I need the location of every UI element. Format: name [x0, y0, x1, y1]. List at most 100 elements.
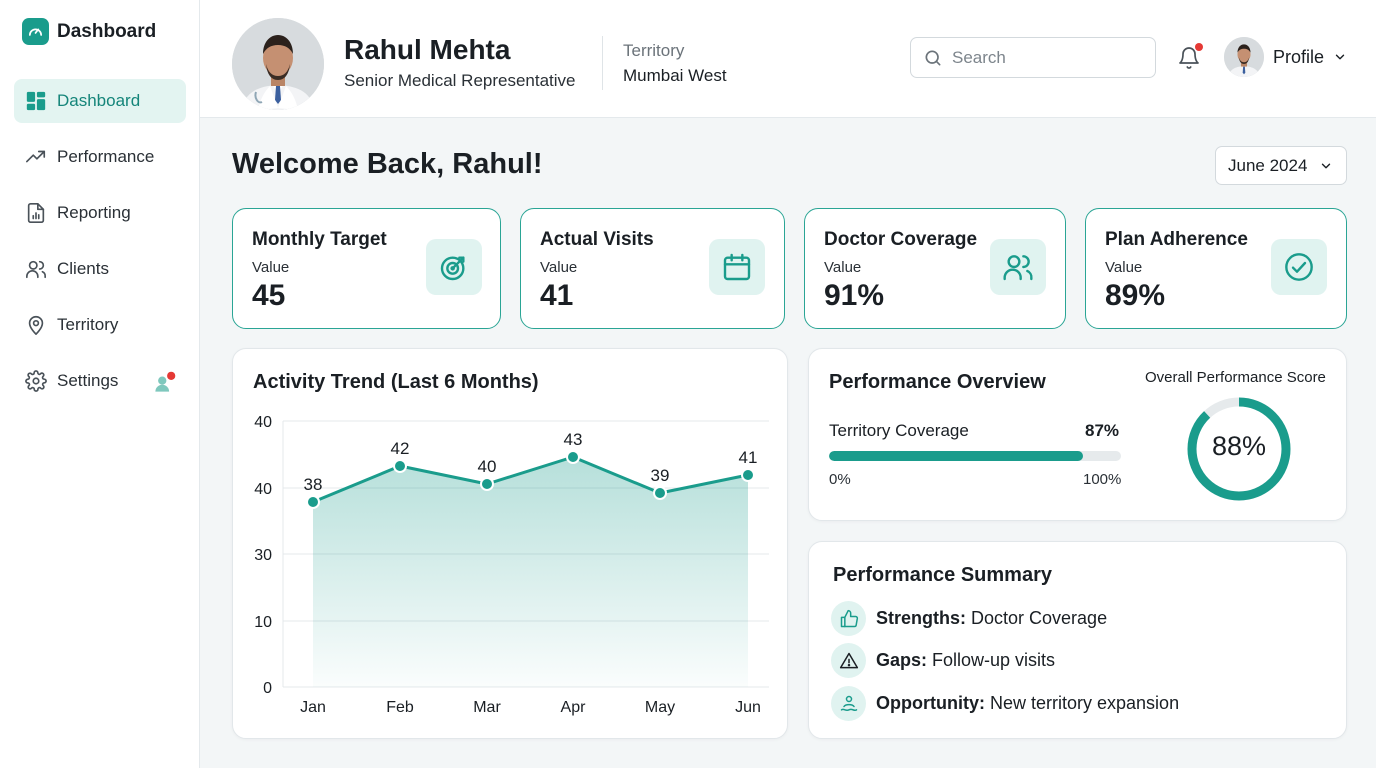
summary-text: Follow-up visits: [932, 650, 1056, 670]
score-gauge: [1187, 397, 1291, 501]
calendar-icon: [709, 239, 765, 295]
gear-icon: [25, 370, 47, 392]
territory-label: Territory: [623, 41, 685, 60]
avatar: [232, 18, 324, 110]
bar-min-label: 0%: [829, 471, 851, 488]
activity-trend-card: Activity Trend (Last 6 Months) 40 40 30 10 0…: [232, 348, 788, 739]
user-alert-icon: [155, 371, 176, 392]
x-tick-label: Apr: [561, 699, 587, 716]
person-wave-icon: [831, 686, 866, 721]
x-tick-label: Feb: [386, 699, 414, 716]
summary-label: Strengths:: [876, 608, 966, 628]
kpi-subtitle: Value: [1105, 259, 1143, 276]
sidebar-item-dashboard[interactable]: Dashboard: [14, 79, 186, 123]
user-role: Senior Medical Representative: [344, 71, 576, 90]
gauge-arc: [1187, 397, 1291, 501]
coverage-label: Territory Coverage: [829, 421, 969, 440]
x-tick-label: May: [645, 699, 675, 716]
summary-item-strengths: Strengths: Doctor Coverage: [831, 601, 1107, 636]
performance-overview-card: Performance Overview Territory Coverage …: [808, 348, 1347, 521]
kpi-subtitle: Value: [252, 259, 290, 276]
score-value: 88%: [1211, 431, 1267, 461]
x-tick-label: Jan: [300, 699, 326, 716]
report-icon: [27, 203, 45, 223]
y-tick-label: 10: [254, 614, 272, 631]
kpi-value: 91%: [824, 279, 885, 312]
coverage-value: 87%: [1085, 421, 1120, 440]
summary-label: Gaps:: [876, 650, 928, 670]
sidebar-item-settings[interactable]: Settings: [14, 359, 186, 403]
data-label: 43: [564, 430, 583, 449]
sidebar: Dashboard Dashboard Performance Reportin…: [0, 0, 200, 768]
card-title: Performance Summary: [833, 564, 1052, 586]
kpi-card-actual-visits[interactable]: Actual Visits Value 41: [520, 208, 785, 329]
period-select[interactable]: June 2024: [1215, 146, 1347, 185]
data-point: [566, 450, 580, 464]
y-tick-label: 0: [263, 680, 272, 697]
coverage-progress-fill: [829, 451, 1084, 461]
summary-item-opportunity: Opportunity: New territory expansion: [831, 686, 1179, 721]
kpi-card-doctor-coverage[interactable]: Doctor Coverage Value 91%: [804, 208, 1066, 329]
summary-text: Doctor Coverage: [971, 608, 1108, 628]
notification-dot: [1195, 43, 1203, 51]
data-point: [306, 495, 320, 509]
kpi-value: 45: [252, 279, 286, 312]
kpi-title: Doctor Coverage: [824, 229, 978, 250]
bell-icon: [1179, 47, 1199, 69]
y-tick-label: 30: [254, 547, 272, 564]
y-tick-label: 40: [254, 414, 272, 431]
profile-menu[interactable]: Profile: [1224, 37, 1347, 77]
data-point: [653, 486, 667, 500]
sidebar-item-label: Dashboard: [57, 91, 141, 110]
area-fill: [313, 457, 748, 687]
header: Rahul Mehta Senior Medical Representativ…: [200, 0, 1376, 118]
coverage-progress-bar: [829, 451, 1121, 461]
thumbs-up-icon: [831, 601, 866, 636]
data-label: 42: [391, 439, 410, 458]
sidebar-item-label: Reporting: [57, 203, 131, 222]
data-label: 41: [739, 448, 758, 467]
search-input[interactable]: [952, 47, 1142, 68]
sidebar-item-label: Territory: [57, 315, 119, 334]
kpi-subtitle: Value: [824, 259, 862, 276]
kpi-value: 89%: [1105, 279, 1166, 312]
sidebar-item-label: Clients: [57, 259, 109, 278]
check-circle-icon: [1271, 239, 1327, 295]
brand-title: Dashboard: [57, 20, 157, 42]
users-icon: [990, 239, 1046, 295]
summary-text: New territory expansion: [990, 693, 1180, 713]
kpi-title: Plan Adherence: [1105, 229, 1248, 250]
data-label: 38: [304, 475, 323, 494]
summary-label: Opportunity:: [876, 693, 985, 713]
user-name: Rahul Mehta: [344, 34, 511, 65]
notification-button[interactable]: [1177, 43, 1203, 71]
sidebar-item-reporting[interactable]: Reporting: [14, 191, 186, 235]
kpi-subtitle: Value: [540, 259, 578, 276]
sidebar-item-clients[interactable]: Clients: [14, 247, 186, 291]
performance-summary-card: Performance Summary Strengths: Doctor Co…: [808, 541, 1347, 739]
warning-icon: [831, 643, 866, 678]
bar-max-label: 100%: [1083, 471, 1122, 488]
gauge-icon: [22, 18, 49, 45]
data-label: 40: [478, 457, 497, 476]
search-icon: [925, 50, 941, 65]
chevron-down-icon: [1322, 163, 1331, 168]
territory-value: Mumbai West: [623, 66, 727, 85]
sidebar-item-performance[interactable]: Performance: [14, 135, 186, 179]
page-title: Welcome Back, Rahul!: [232, 148, 543, 180]
brand[interactable]: Dashboard: [22, 18, 156, 45]
profile-label: Profile: [1273, 46, 1325, 67]
data-point: [480, 477, 494, 491]
kpi-card-monthly-target[interactable]: Monthly Target Value 45: [232, 208, 501, 329]
kpi-value: 41: [540, 279, 574, 312]
y-tick-label: 40: [254, 481, 272, 498]
search-box[interactable]: [910, 37, 1156, 78]
data-label: 39: [651, 466, 670, 485]
card-title: Activity Trend (Last 6 Months): [253, 371, 539, 393]
sidebar-item-territory[interactable]: Territory: [14, 303, 186, 347]
kpi-card-plan-adherence[interactable]: Plan Adherence Value 89%: [1085, 208, 1347, 329]
activity-chart: 40 40 30 10 0 38 Jan 42 Feb 40 Mar 43 Apr 39 May 41 Jun: [254, 414, 769, 716]
data-point: [741, 468, 755, 482]
period-value: June 2024: [1228, 155, 1308, 175]
score-label: Overall Performance Score: [1145, 369, 1326, 386]
